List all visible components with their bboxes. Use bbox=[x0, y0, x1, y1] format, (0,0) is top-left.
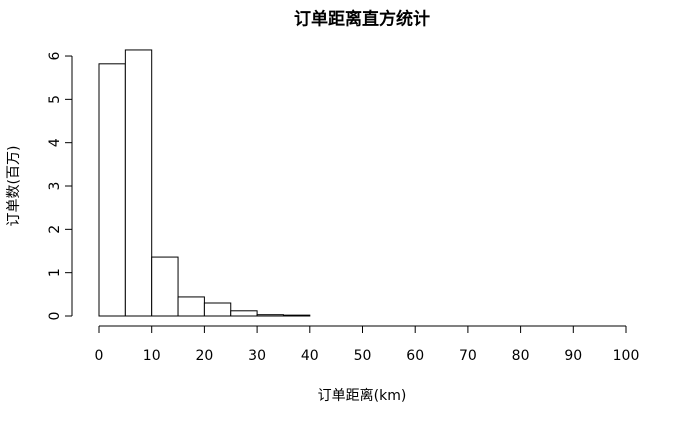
x-axis-label: 订单距离(km) bbox=[318, 387, 407, 404]
x-tick-label: 30 bbox=[248, 348, 266, 364]
y-tick-label: 3 bbox=[47, 182, 63, 191]
x-tick-label: 80 bbox=[512, 348, 530, 364]
bar bbox=[203, 302, 232, 317]
y-tick-label: 5 bbox=[47, 95, 63, 104]
y-axis-label: 订单数(百万) bbox=[6, 146, 22, 227]
x-tick-label: 0 bbox=[95, 348, 104, 364]
x-tick-label: 90 bbox=[564, 348, 582, 364]
bar bbox=[230, 310, 258, 317]
x-tick-label: 40 bbox=[301, 348, 319, 364]
bar bbox=[98, 63, 126, 317]
chart-title: 订单距离直方统计 bbox=[294, 9, 430, 30]
x-tick-label: 70 bbox=[459, 348, 477, 364]
bar bbox=[256, 314, 284, 317]
y-tick-label: 1 bbox=[47, 268, 63, 277]
bar bbox=[177, 296, 205, 317]
bar bbox=[124, 49, 153, 317]
y-tick-label: 0 bbox=[47, 312, 63, 321]
bar bbox=[282, 314, 311, 317]
x-tick-label: 10 bbox=[143, 348, 161, 364]
x-tick-label: 50 bbox=[354, 348, 372, 364]
x-tick-label: 20 bbox=[195, 348, 213, 364]
x-tick-label: 60 bbox=[406, 348, 424, 364]
y-tick-label: 6 bbox=[47, 51, 63, 60]
y-tick-label: 4 bbox=[47, 138, 63, 147]
bar bbox=[151, 256, 179, 317]
x-tick-label: 100 bbox=[613, 348, 640, 364]
y-tick-label: 2 bbox=[47, 225, 63, 234]
